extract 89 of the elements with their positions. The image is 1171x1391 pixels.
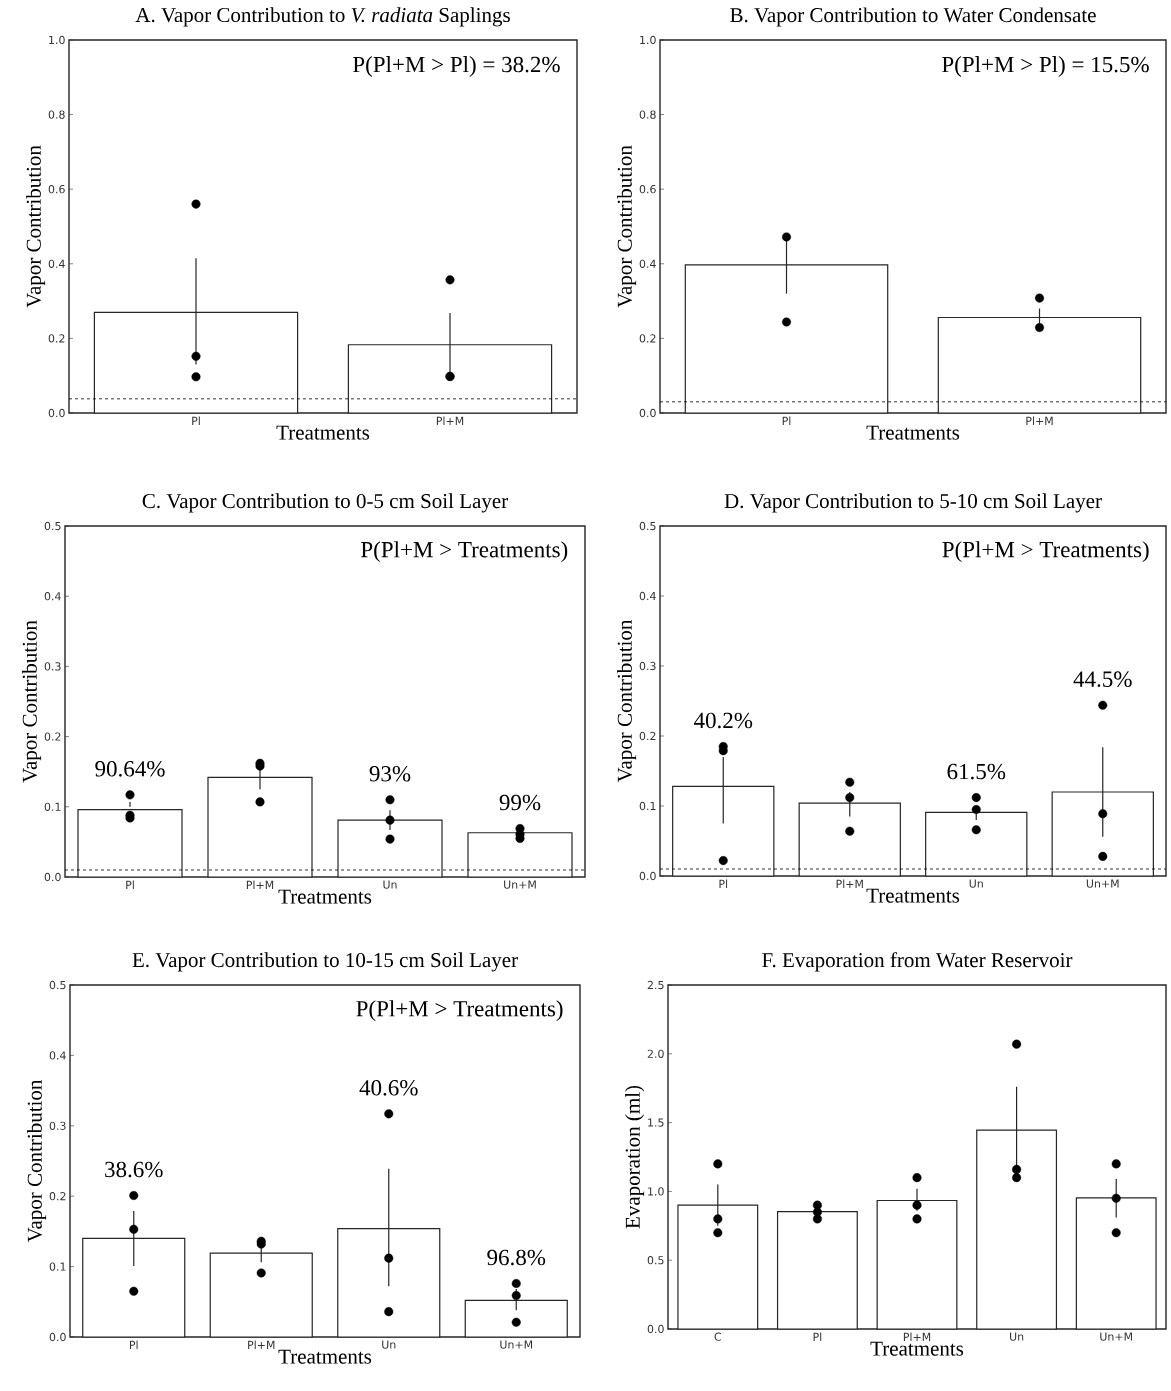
y-tick-label: 0.0 <box>44 872 61 882</box>
y-tick-label: 0.5 <box>44 521 61 531</box>
x-tick-label: Pl <box>192 416 200 425</box>
annotation: 99% <box>499 794 541 811</box>
y-tick-label: 0.5 <box>49 980 66 990</box>
y-tick-label: 0.2 <box>44 732 61 741</box>
y-tick-label: 2.0 <box>647 1049 664 1058</box>
y-axis-title: Vapor Contribution <box>26 145 46 308</box>
x-tick-label: Pl+M <box>246 880 274 889</box>
x-tick-label: Un <box>1010 1332 1024 1341</box>
annotation: P(Pl+M > Treatments) <box>942 541 1149 563</box>
chart-title: F. Evaporation from Water Reservoir <box>762 952 1073 972</box>
y-tick-label: 0.0 <box>647 1324 664 1334</box>
annotation: 61.5% <box>947 763 1006 780</box>
chart-title: B. Vapor Contribution to Water Condensate <box>730 7 1096 27</box>
y-tick-label: 0.4 <box>48 259 65 268</box>
annotation: 93% <box>369 765 411 782</box>
y-tick-label: 0.4 <box>49 1051 66 1060</box>
y-axis-title: Vapor Contribution <box>22 620 42 783</box>
y-axis-title: Vapor Contribution <box>27 1079 47 1243</box>
y-tick-label: 0.4 <box>639 259 656 268</box>
y-tick-label: 0.2 <box>639 334 656 343</box>
y-tick-label: 0.6 <box>639 185 656 194</box>
x-tick-label: Un+M <box>1086 879 1119 888</box>
annotation: 96.8% <box>487 1249 546 1266</box>
y-tick-label: 1.5 <box>648 1118 664 1127</box>
y-tick-label: 0.0 <box>48 408 65 418</box>
chart-title: D. Vapor Contribution to 5-10 cm Soil Layer <box>724 493 1102 513</box>
y-axis-title: Evaporation (ml) <box>625 1085 645 1229</box>
x-tick-label: Pl+M <box>1026 416 1053 425</box>
x-tick-label: Pl <box>782 416 791 425</box>
y-axis-title: Vapor Contribution <box>617 145 637 308</box>
x-tick-label: C <box>714 1332 722 1341</box>
y-tick-label: 0.4 <box>639 591 656 601</box>
x-tick-label: Un <box>383 880 397 889</box>
y-tick-label: 0.1 <box>49 1262 66 1271</box>
y-tick-label: 0.3 <box>639 661 656 671</box>
x-tick-label: Un <box>382 1340 396 1349</box>
x-tick-label: Un+M <box>500 1340 533 1349</box>
y-tick-label: 0.0 <box>639 408 656 418</box>
y-tick-label: 2.5 <box>647 980 664 990</box>
x-axis-title: Treatments <box>278 1349 372 1364</box>
x-axis-title: Treatments <box>866 425 960 440</box>
y-tick-label: 0.4 <box>44 592 61 601</box>
y-tick-label: 0.1 <box>44 802 61 811</box>
y-tick-label: 0.2 <box>48 334 65 343</box>
annotation: 40.6% <box>359 1079 418 1096</box>
y-tick-label: 0.0 <box>49 1332 66 1342</box>
annotation: 90.64% <box>95 761 165 777</box>
x-axis-title: Treatments <box>866 888 960 903</box>
x-tick-label: Un+M <box>1100 1332 1132 1341</box>
y-tick-label: 0.1 <box>639 801 656 811</box>
y-tick-label: 0.2 <box>49 1192 66 1201</box>
y-tick-label: 0.0 <box>639 871 656 881</box>
annotation: P(Pl+M > Pl) = 38.2% <box>352 56 560 77</box>
annotation: P(Pl+M > Treatments) <box>361 541 568 563</box>
x-axis-title: Treatments <box>278 889 372 904</box>
y-tick-label: 1.0 <box>49 35 65 45</box>
x-tick-label: Pl+M <box>248 1340 275 1349</box>
y-tick-label: 0.5 <box>647 1256 664 1265</box>
chart-title: C. Vapor Contribution to 0-5 cm Soil Layer <box>142 493 508 513</box>
y-tick-label: 0.5 <box>639 521 656 531</box>
chart-title: A. Vapor Contribution to V. radiata Saplings <box>135 7 510 27</box>
y-tick-label: 0.8 <box>639 110 656 119</box>
x-axis-title: Treatments <box>276 425 370 440</box>
x-tick-label: Pl <box>719 879 728 888</box>
x-tick-label: Pl+M <box>436 416 464 425</box>
annotation: P(Pl+M > Pl) = 15.5% <box>942 56 1149 77</box>
y-tick-label: 1.0 <box>640 35 656 45</box>
y-tick-label: 0.8 <box>48 110 65 119</box>
x-tick-label: Pl+M <box>903 1332 931 1341</box>
y-tick-label: 0.3 <box>44 662 61 671</box>
y-tick-label: 0.2 <box>639 731 656 741</box>
y-tick-label: 0.3 <box>49 1121 66 1130</box>
annotation: 44.5% <box>1073 671 1132 687</box>
y-axis-title: Vapor Contribution <box>617 619 637 783</box>
x-tick-label: Un <box>969 879 983 888</box>
y-tick-label: 1.0 <box>648 1187 664 1196</box>
annotation: 40.2% <box>694 712 753 729</box>
x-axis-title: Treatments <box>870 1341 964 1356</box>
x-tick-label: Pl <box>129 1340 138 1349</box>
annotation: 38.6% <box>105 1161 163 1178</box>
annotation: P(Pl+M > Treatments) <box>356 1000 563 1022</box>
x-tick-label: Pl <box>813 1332 822 1341</box>
chart-title: E. Vapor Contribution to 10-15 cm Soil Layer <box>132 952 518 972</box>
x-tick-label: Un+M <box>504 880 536 889</box>
y-tick-label: 0.6 <box>48 185 65 194</box>
x-tick-label: Pl+M <box>836 879 863 888</box>
x-tick-label: Pl <box>126 880 134 889</box>
